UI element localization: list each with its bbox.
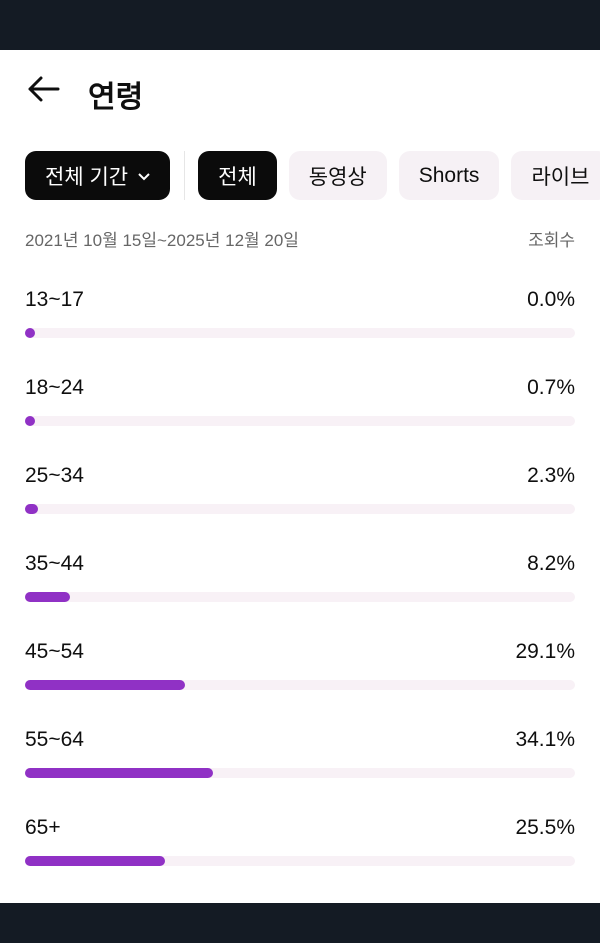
age-label: 65+ <box>25 816 61 839</box>
age-label: 18~24 <box>25 376 84 399</box>
progress-track <box>25 856 575 866</box>
age-percent: 29.1% <box>515 640 575 663</box>
age-percent: 0.7% <box>527 376 575 399</box>
header: 연령 <box>0 64 600 114</box>
date-range: 2021년 10월 15일~2025년 12월 20일 <box>25 231 299 250</box>
metric-label: 조회수 <box>528 231 575 250</box>
page-title: 연령 <box>88 81 144 114</box>
age-label: 55~64 <box>25 728 84 751</box>
progress-fill <box>25 328 35 338</box>
progress-track <box>25 592 575 602</box>
age-percent: 25.5% <box>515 816 575 839</box>
divider <box>184 151 186 200</box>
progress-fill <box>25 768 213 778</box>
age-label: 35~44 <box>25 552 84 575</box>
age-percent: 0.0% <box>527 288 575 311</box>
chip-all[interactable]: 전체 <box>198 151 277 200</box>
age-row: 55~64 34.1% <box>25 728 575 788</box>
progress-track <box>25 768 575 778</box>
progress-fill <box>25 856 166 866</box>
period-label: 전체 기간 <box>45 165 129 189</box>
age-label: 25~34 <box>25 464 84 487</box>
status-bar <box>0 0 600 50</box>
progress-track <box>25 328 575 338</box>
chip-live[interactable]: 라이브 <box>511 151 600 200</box>
progress-fill <box>25 504 38 514</box>
chip-shorts[interactable]: Shorts <box>398 151 500 200</box>
filter-chips: 전체 기간 전체 동영상 Shorts 라이브 <box>25 151 600 200</box>
meta-row: 2021년 10월 15일~2025년 12월 20일 조회수 <box>25 226 575 251</box>
chevron-down-icon <box>138 172 150 180</box>
age-percent: 34.1% <box>515 728 575 751</box>
age-percent: 8.2% <box>527 552 575 575</box>
progress-track <box>25 504 575 514</box>
chip-videos[interactable]: 동영상 <box>288 151 387 200</box>
age-row: 45~54 29.1% <box>25 640 575 700</box>
age-row: 25~34 2.3% <box>25 464 575 524</box>
age-row: 65+ 25.5% <box>25 816 575 876</box>
progress-track <box>25 680 575 690</box>
age-percent: 2.3% <box>527 464 575 487</box>
age-label: 45~54 <box>25 640 84 663</box>
age-row: 13~17 0.0% <box>25 288 575 348</box>
age-label: 13~17 <box>25 288 84 311</box>
arrow-left-icon[interactable] <box>26 74 60 104</box>
age-row: 35~44 8.2% <box>25 552 575 612</box>
navigation-bar <box>0 903 600 943</box>
progress-fill <box>25 416 35 426</box>
progress-track <box>25 416 575 426</box>
age-row: 18~24 0.7% <box>25 376 575 436</box>
progress-fill <box>25 592 71 602</box>
progress-fill <box>25 680 186 690</box>
period-dropdown[interactable]: 전체 기간 <box>25 151 171 200</box>
